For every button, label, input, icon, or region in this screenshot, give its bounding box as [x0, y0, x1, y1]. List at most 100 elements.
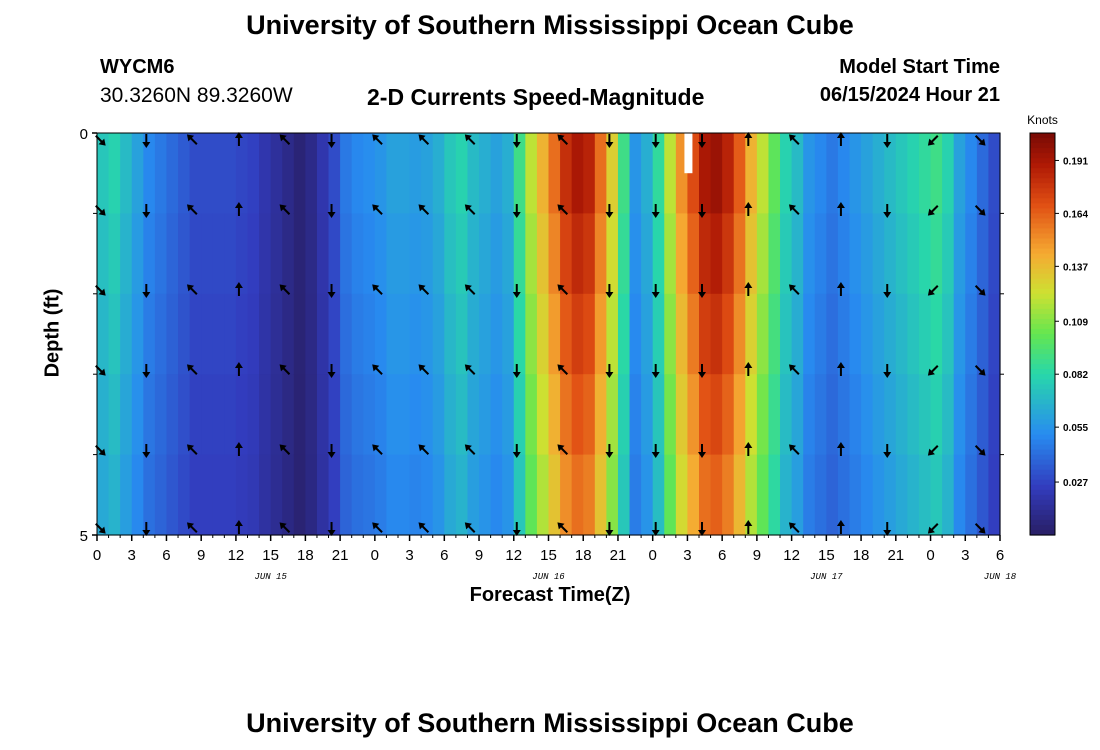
heatmap-cell — [583, 374, 596, 456]
heatmap-cell — [756, 374, 770, 456]
y-tick-label: 0 — [80, 126, 88, 143]
heatmap-cell — [988, 133, 1001, 214]
heatmap-cell — [768, 293, 781, 375]
colorbar-segment — [1030, 183, 1055, 189]
x-tick-label: 0 — [371, 547, 379, 564]
x-tick-label: 9 — [197, 547, 205, 564]
heatmap-cell — [328, 133, 341, 214]
heatmap-cell — [536, 133, 550, 214]
colorbar-segment — [1030, 203, 1055, 209]
heatmap-cell — [965, 454, 978, 536]
x-tick-label: 9 — [475, 547, 483, 564]
colorbar-segment — [1030, 499, 1055, 506]
heatmap-cell — [201, 133, 214, 214]
y-tick-label: 5 — [80, 528, 88, 545]
heatmap-cell — [918, 293, 932, 375]
heatmap-cell — [733, 133, 746, 214]
colorbar-segment — [1030, 148, 1055, 154]
x-tick-label: 18 — [853, 547, 870, 564]
current-vector-arrow — [372, 134, 383, 145]
heatmap-cell — [664, 374, 677, 456]
heatmap-cell — [536, 454, 550, 536]
heatmap-cell — [641, 454, 654, 536]
current-vector-arrow — [418, 134, 430, 145]
heatmap-cell — [154, 374, 168, 456]
current-vector-arrow — [698, 284, 706, 298]
current-vector-arrow — [464, 364, 476, 375]
heatmap-cell — [305, 213, 318, 295]
heatmap-cell — [571, 133, 584, 214]
heatmap-cell — [316, 454, 330, 536]
heatmap-cell — [907, 133, 920, 214]
heatmap-cell — [363, 454, 376, 536]
heatmap-cell — [502, 133, 515, 214]
heatmap-cell — [803, 213, 816, 295]
heatmap-cell — [154, 293, 168, 375]
colorbar-segment — [1030, 153, 1055, 159]
heatmap-cell — [884, 213, 897, 295]
current-vector-arrow — [279, 364, 291, 375]
heatmap-cell — [641, 133, 654, 214]
heatmap-cell — [895, 454, 908, 536]
model-start-label: Model Start Time — [839, 56, 1000, 78]
heatmap-cell — [316, 374, 330, 456]
colorbar-segment — [1030, 514, 1055, 521]
heatmap-cell — [710, 454, 723, 536]
current-vector-arrow — [557, 522, 569, 533]
heatmap-cell — [120, 454, 133, 536]
heatmap-cell — [259, 293, 272, 375]
heatmap-cell — [166, 133, 179, 214]
heatmap-cell — [490, 213, 503, 295]
heatmap-cell — [722, 213, 735, 295]
heatmap-cell — [791, 374, 804, 456]
current-vector-arrow — [883, 364, 892, 378]
current-vector-arrow — [186, 284, 198, 295]
heatmap-cell — [629, 213, 642, 295]
heatmap-cell — [675, 454, 689, 536]
heatmap-cell — [97, 213, 110, 295]
heatmap-cell — [930, 133, 943, 214]
heatmap-cell — [803, 293, 816, 375]
current-vector-arrow — [464, 444, 476, 455]
heatmap-cell — [178, 374, 191, 456]
heatmap-cell — [548, 454, 561, 536]
heatmap-cell — [560, 213, 573, 295]
current-vector-arrow — [372, 204, 383, 215]
heatmap-cell — [629, 293, 642, 375]
heatmap-cell — [525, 454, 538, 536]
current-vector-arrow — [788, 364, 800, 375]
heatmap-cell — [803, 374, 816, 456]
heatmap-cell — [861, 133, 874, 214]
heatmap-cell — [536, 213, 550, 295]
heatmap-cell — [918, 213, 932, 295]
colorbar-segment — [1030, 469, 1055, 476]
current-vector-arrow — [512, 204, 521, 218]
heatmap-cell — [641, 213, 654, 295]
heatmap-cell — [976, 213, 990, 295]
heatmap-cell — [398, 293, 411, 375]
heatmap-cell — [675, 293, 689, 375]
colorbar-segment — [1030, 509, 1055, 516]
heatmap-cell — [745, 374, 758, 456]
heatmap-cell — [131, 374, 144, 456]
heatmap-cell — [235, 213, 249, 295]
heatmap-cell — [270, 133, 283, 214]
heatmap-cell — [687, 374, 700, 456]
heatmap-cell — [872, 454, 885, 536]
colorbar-segment — [1030, 158, 1055, 164]
heatmap-cell — [606, 213, 619, 295]
heatmap-cell — [120, 213, 133, 295]
current-vector-arrow — [836, 202, 845, 216]
current-vector-arrow — [698, 134, 706, 148]
current-vector-arrow — [464, 522, 476, 533]
x-tick-label: 3 — [683, 547, 691, 564]
current-vector-arrow — [186, 364, 198, 375]
heatmap-cell — [409, 133, 422, 214]
current-vector-arrow — [651, 204, 660, 218]
current-vector-arrow — [142, 284, 151, 298]
heatmap-cell — [259, 454, 272, 536]
heatmap-cell — [143, 454, 156, 536]
heatmap-cell — [432, 454, 445, 536]
heatmap-cell — [583, 293, 596, 375]
heatmap-cell — [594, 133, 607, 214]
